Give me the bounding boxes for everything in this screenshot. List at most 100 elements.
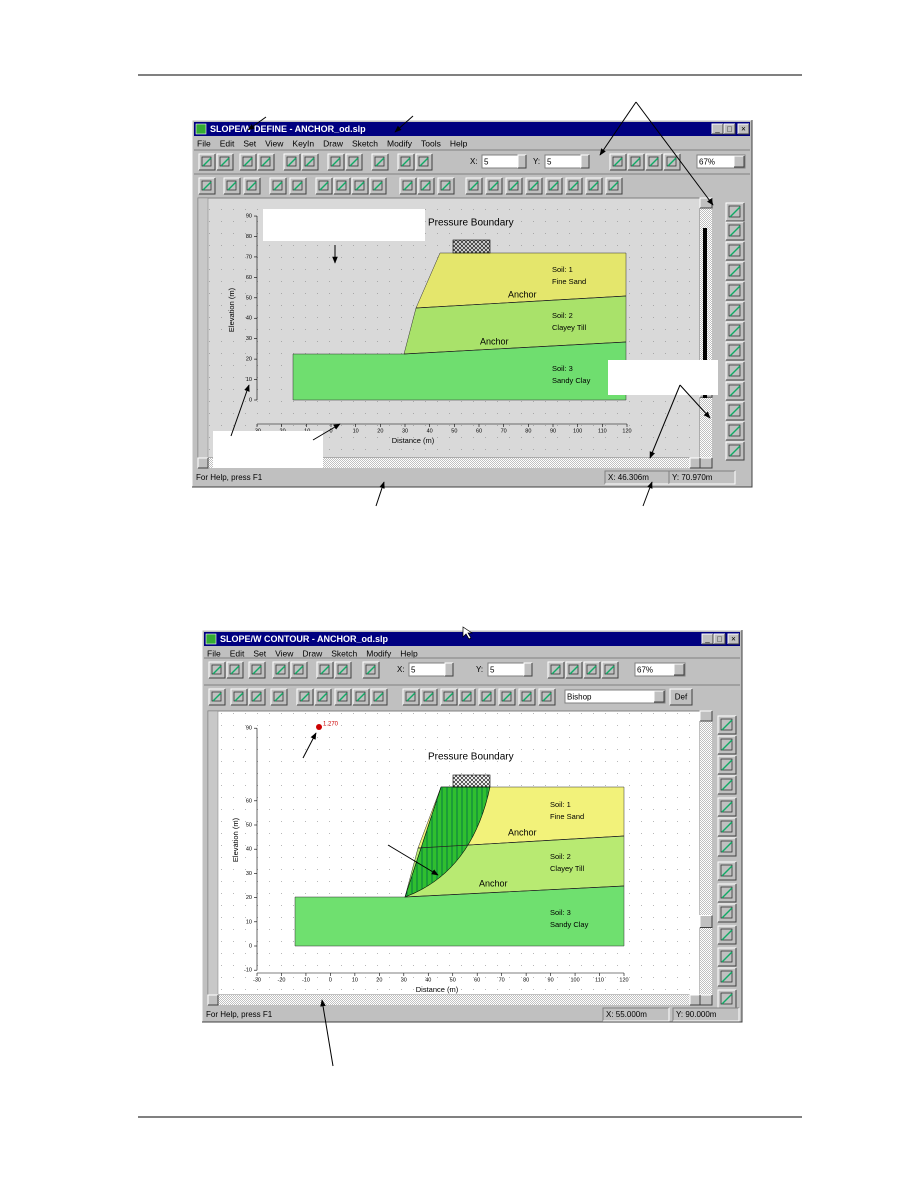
bevel xyxy=(273,662,290,679)
soil-material: Fine Sand xyxy=(552,277,586,286)
field-value: 5 xyxy=(411,666,416,675)
icon-glyph xyxy=(729,225,741,237)
soil-boundary xyxy=(415,295,627,309)
bevel xyxy=(506,178,523,195)
icon-glyph xyxy=(721,887,733,899)
bevel xyxy=(334,661,351,678)
icon-glyph xyxy=(568,664,579,675)
x-tick-label: 80 xyxy=(525,428,531,434)
bevel xyxy=(726,322,745,341)
bevel xyxy=(653,690,664,702)
bevel xyxy=(734,156,745,168)
bevel xyxy=(726,203,745,222)
panel xyxy=(728,634,739,644)
bevel xyxy=(717,715,736,734)
menu-item[interactable]: Sketch xyxy=(331,648,357,658)
menu-item[interactable]: View xyxy=(275,648,294,658)
bevel xyxy=(403,689,420,706)
icon-glyph xyxy=(550,664,561,675)
icon-glyph xyxy=(273,691,284,702)
field-value: 5 xyxy=(490,666,495,675)
slip-center xyxy=(316,724,322,730)
icon-glyph xyxy=(212,692,222,702)
bevel xyxy=(718,798,737,817)
bevel xyxy=(458,688,475,705)
bevel xyxy=(725,361,744,380)
mouse-cursor xyxy=(462,626,474,640)
app-icon xyxy=(205,633,217,645)
menu-item[interactable]: Draw xyxy=(323,138,344,148)
bevel xyxy=(670,689,693,706)
panel xyxy=(700,711,712,721)
panel xyxy=(700,915,712,928)
bevel xyxy=(269,177,286,194)
menu-item[interactable]: Modify xyxy=(387,138,413,148)
menu-item[interactable]: Sketch xyxy=(352,138,378,148)
bevel xyxy=(545,177,562,194)
menu-item[interactable]: Help xyxy=(400,648,418,658)
menu-item[interactable]: Set xyxy=(253,648,266,658)
bevel xyxy=(700,711,713,722)
icon-glyph xyxy=(336,180,347,191)
x-tick-label: 100 xyxy=(570,977,579,983)
soil-material: Fine Sand xyxy=(550,812,584,821)
bevel xyxy=(713,633,725,644)
y-axis-label: Elevation (m) xyxy=(227,287,236,332)
menu-item[interactable]: Edit xyxy=(230,648,245,658)
x-tick-label: 30 xyxy=(401,977,407,983)
window-title: SLOPE/W DEFINE - ANCHOR_od.slp xyxy=(210,124,366,134)
bevel xyxy=(498,688,515,705)
bevel xyxy=(420,688,437,705)
app-icon xyxy=(195,123,207,135)
bevel xyxy=(718,736,737,755)
x-tick-label: 110 xyxy=(595,977,604,983)
menu-item[interactable]: Edit xyxy=(220,138,235,148)
panel xyxy=(445,663,453,676)
icon-glyph xyxy=(541,691,552,702)
bevel xyxy=(296,688,313,705)
menu-item[interactable]: Tools xyxy=(421,138,441,148)
bevel xyxy=(524,663,533,677)
bevel xyxy=(538,688,555,705)
menu-item[interactable]: File xyxy=(207,648,221,658)
bevel xyxy=(226,661,243,678)
bevel xyxy=(217,154,234,171)
menu-item[interactable]: Set xyxy=(243,138,256,148)
bevel xyxy=(585,177,602,194)
y-tick-label: 90 xyxy=(246,213,252,219)
icon-glyph xyxy=(317,691,328,702)
callout-arrow xyxy=(247,116,267,131)
bevel xyxy=(718,968,737,987)
icon-glyph xyxy=(294,665,304,675)
panel xyxy=(208,995,218,1005)
panel xyxy=(702,634,713,644)
menu-item[interactable]: File xyxy=(197,138,211,148)
x-tick-label: 40 xyxy=(425,977,431,983)
icon-glyph xyxy=(276,665,286,675)
menu-item[interactable]: KeyIn xyxy=(292,138,314,148)
icon-glyph xyxy=(630,156,641,167)
menu-item[interactable]: Modify xyxy=(366,648,392,658)
icon-glyph xyxy=(331,157,341,167)
icon-glyph xyxy=(721,739,733,751)
menu-item[interactable]: Help xyxy=(450,138,468,148)
bevel xyxy=(717,967,736,986)
menu-item[interactable]: Draw xyxy=(302,648,323,658)
bevel xyxy=(198,177,215,194)
panel xyxy=(674,664,684,675)
def-button[interactable]: Def xyxy=(675,693,688,702)
panel xyxy=(690,995,700,1005)
panel xyxy=(654,691,664,702)
bevel xyxy=(602,1007,669,1021)
icon-glyph xyxy=(366,665,376,675)
bevel xyxy=(465,177,482,194)
soil-boundary xyxy=(417,835,625,849)
window-button-glyph: □ xyxy=(717,635,722,644)
icon-glyph xyxy=(720,778,733,791)
icon-glyph xyxy=(728,304,741,317)
icon-glyph xyxy=(729,345,741,357)
icon-glyph xyxy=(251,691,262,702)
scroll-shade xyxy=(703,228,707,398)
bevel xyxy=(202,630,743,1023)
menu-item[interactable]: View xyxy=(265,138,284,148)
